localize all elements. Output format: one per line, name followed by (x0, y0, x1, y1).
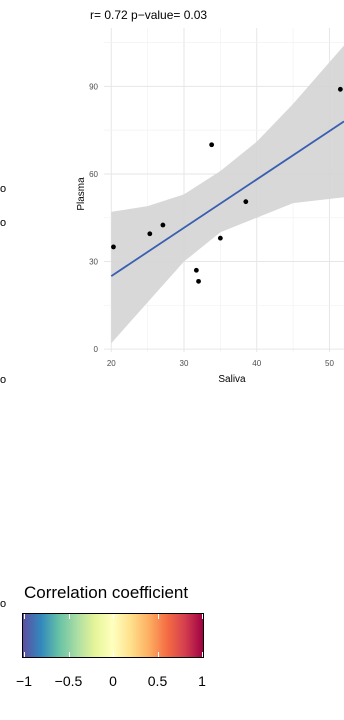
data-point (217, 235, 223, 241)
data-point (160, 222, 166, 228)
colorbar-tick-mark (68, 652, 70, 657)
data-point (111, 244, 116, 250)
data-point (147, 231, 153, 237)
data-point (209, 142, 215, 148)
colorbar-tick-mark (157, 652, 159, 657)
clipped-fragment: o (0, 374, 7, 386)
y-axis-label: Plasma (76, 177, 87, 211)
colorbar-tick-mark (157, 614, 159, 619)
colorbar-tick-label: 0.5 (147, 673, 168, 689)
y-tick-label: 60 (89, 170, 98, 179)
data-point (196, 278, 201, 284)
colorbar-tick-mark (113, 614, 114, 619)
colorbar-tick-label: 0 (109, 673, 117, 689)
x-tick-label: 40 (252, 359, 261, 368)
clipped-fragment: o (0, 183, 7, 195)
colorbar-tick-label: −1 (16, 673, 32, 689)
confidence-band-group (111, 45, 344, 344)
y-tick-label: 0 (94, 345, 99, 354)
y-tick-label: 90 (89, 82, 98, 91)
colorbar-tick-mark (113, 652, 114, 657)
chart-title: r= 0.72 p−value= 0.03 (90, 8, 207, 22)
colorbar-tick-label: −0.5 (54, 673, 83, 689)
x-tick-label: 20 (107, 359, 116, 368)
colorbar (22, 613, 204, 658)
fit-line (110, 120, 344, 277)
x-tick-label: 50 (325, 359, 334, 368)
fit-line-group (110, 120, 344, 277)
colorbar-tick-mark (202, 614, 203, 619)
colorbar-tick-mark (68, 614, 70, 619)
data-point (193, 267, 199, 273)
colorbar-tick-mark (24, 614, 25, 619)
x-tick-label: 30 (180, 359, 189, 368)
clipped-fragment: o (0, 217, 7, 229)
colorbar-tick-mark (24, 652, 25, 657)
x-axis-label: Saliva (218, 374, 246, 385)
confidence-band (111, 45, 344, 344)
colorbar-tick-label: 1 (198, 673, 206, 689)
colorbar-tick-mark (202, 652, 203, 657)
data-point (243, 199, 249, 205)
y-tick-label: 30 (89, 258, 98, 267)
data-points (111, 86, 343, 284)
colorbar-title: Correlation coefficient (24, 583, 189, 602)
scatter-plot: r= 0.72 p−value= 0.03 20 30 40 50 0 30 60 90 Sa… (76, 8, 344, 385)
clipped-fragment: o (0, 598, 7, 610)
data-point (337, 86, 343, 92)
axis-tick-labels: 20 30 40 50 0 30 60 90 (89, 82, 334, 368)
